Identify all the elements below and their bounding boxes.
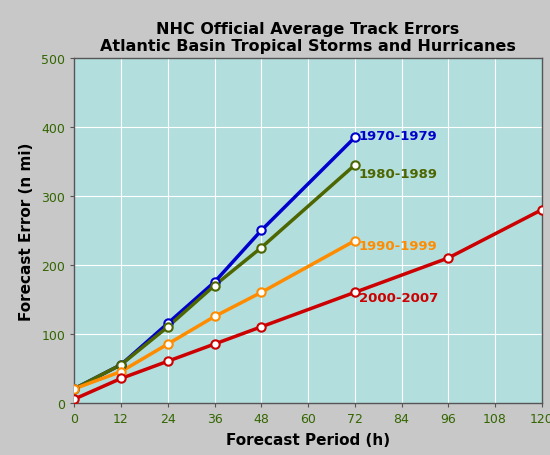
Text: 1990-1999: 1990-1999 [359, 239, 437, 253]
X-axis label: Forecast Period (h): Forecast Period (h) [226, 432, 390, 446]
Text: 2000-2007: 2000-2007 [359, 292, 438, 305]
Title: NHC Official Average Track Errors
Atlantic Basin Tropical Storms and Hurricanes: NHC Official Average Track Errors Atlant… [100, 21, 516, 54]
Y-axis label: Forecast Error (n mi): Forecast Error (n mi) [19, 142, 34, 320]
Text: 1980-1989: 1980-1989 [359, 167, 438, 180]
Text: 1970-1979: 1970-1979 [359, 130, 437, 142]
